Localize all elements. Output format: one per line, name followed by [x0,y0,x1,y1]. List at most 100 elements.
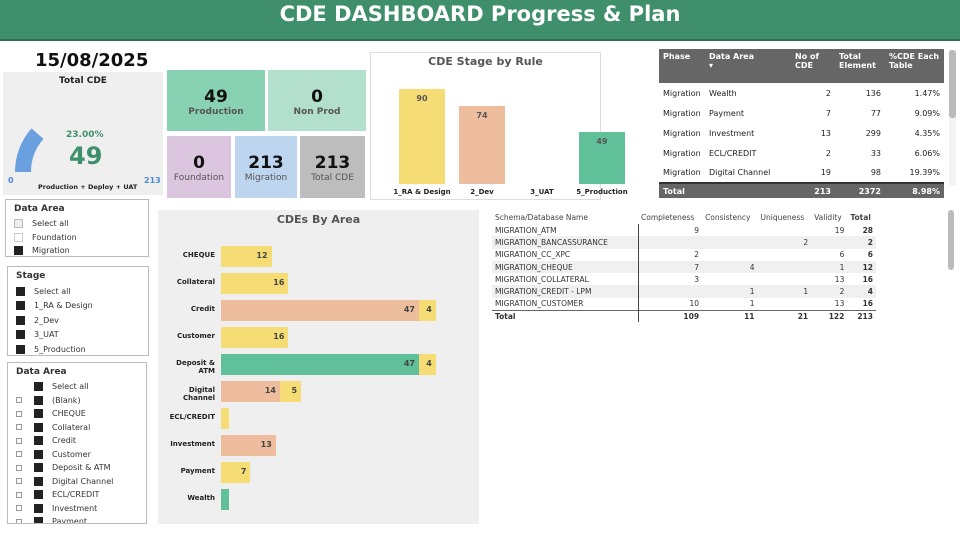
checkbox[interactable] [16,315,25,325]
area-bar-segment[interactable]: 5 [279,381,302,402]
slicer-item[interactable]: CHEQUE [16,407,138,421]
checkbox[interactable] [34,449,43,459]
slicer-item[interactable]: Select all [14,217,140,231]
slicer-item[interactable]: Digital Channel [16,475,138,489]
col-header[interactable]: Validity [814,212,842,222]
expand-icon[interactable] [16,451,22,458]
gauge-value: 49 [69,142,103,170]
slicer-item[interactable]: ECL/CREDIT [16,488,138,502]
col-header[interactable]: Phase [659,49,705,83]
table-cell: 1 [839,262,845,272]
expand-icon[interactable] [16,491,22,498]
table-row[interactable]: MIGRATION_BANCASSURANCE 2 2 [492,236,876,249]
table-row[interactable]: Migration Payment 7 77 9.09% [659,103,944,123]
slicer-item[interactable]: Select all [16,380,138,394]
checkbox[interactable] [34,517,43,523]
area-bar-segment[interactable]: 4 [419,300,436,321]
checkbox[interactable] [34,409,43,419]
slicer-item[interactable]: Investment [16,502,138,516]
checkbox[interactable] [34,382,43,392]
checkbox[interactable] [34,463,43,473]
slicer-item-label: ECL/CREDIT [52,490,100,500]
table-row[interactable]: MIGRATION_CREDIT - LPM 1 1 2 4 [492,285,876,298]
table-row[interactable]: Migration Digital Channel 19 98 19.39% [659,163,944,183]
table-row[interactable]: MIGRATION_CC_XPC 2 6 6 [492,248,876,261]
area-bar-segment[interactable] [221,489,230,510]
table-row[interactable]: MIGRATION_CUSTOMER 10 1 13 16 [492,297,876,311]
slicer-item[interactable]: 2_Dev [16,313,140,328]
rule-table-scrollbar[interactable] [948,210,954,270]
checkbox[interactable] [14,232,23,242]
slicer-item[interactable]: Payment [16,515,138,523]
slicer-item-label: 1_RA & Design [34,301,93,311]
slicer-item[interactable]: (Blank) [16,394,138,408]
table-row[interactable]: Migration ECL/CREDIT 2 33 6.06% [659,143,944,163]
slicer-item[interactable]: Migration [14,244,140,258]
checkbox[interactable] [16,301,25,311]
slicer-item-label: Customer [52,449,91,459]
area-bar-segment[interactable]: 12 [221,246,272,267]
checkbox[interactable] [16,344,25,354]
col-header[interactable]: Uniqueness [760,212,805,222]
expand-icon[interactable] [16,437,22,444]
checkbox[interactable] [34,395,43,405]
checkbox[interactable] [34,422,43,432]
table-cell: 13 [834,299,845,309]
table-row[interactable]: MIGRATION_CHEQUE 7 4 1 12 [492,260,876,274]
expand-icon[interactable] [16,410,22,417]
col-header[interactable]: Total [850,212,871,222]
col-header[interactable]: %CDE Each Table [885,49,944,83]
expand-icon[interactable] [16,518,22,523]
table-row[interactable]: Migration Wealth 2 136 1.47% [659,83,944,103]
slicer-item[interactable]: Deposit & ATM [16,461,138,475]
scroll-thumb[interactable] [949,50,956,118]
table-row[interactable]: MIGRATION_COLLATERAL 3 13 16 [492,273,876,286]
checkbox[interactable] [34,476,43,486]
area-bar-segment[interactable]: 7 [221,462,251,483]
slicer-item[interactable]: Select all [16,284,140,299]
slicer-item[interactable]: Credit [16,434,138,448]
expand-icon[interactable] [16,478,22,485]
checkbox[interactable] [34,436,43,446]
col-header[interactable]: Consistency [705,212,751,222]
phase-table-scrollbar[interactable] [949,50,956,185]
stage-bar[interactable]: 90 [399,89,445,184]
checkbox[interactable] [14,246,23,256]
stage-bar[interactable]: 49 [579,132,625,184]
checkbox[interactable] [34,503,43,513]
area-bar-segment[interactable]: 47 [221,354,419,375]
slicer-item[interactable]: 5_Production [16,342,140,357]
total-cell: 11 [702,309,758,323]
table-cell: 16 [862,299,873,309]
gauge-arc [15,128,44,172]
table-row[interactable]: Migration Investment 13 299 4.35% [659,123,944,143]
checkbox[interactable] [34,490,43,500]
checkbox[interactable] [16,330,25,340]
slicer-item[interactable]: Collateral [16,421,138,435]
area-bar-segment[interactable] [221,408,230,429]
total-cell: 213 [847,309,876,323]
expand-icon[interactable] [16,464,22,471]
col-header[interactable]: Data Area ▾ [705,49,791,83]
area-bar-segment[interactable]: 14 [221,381,280,402]
expand-icon[interactable] [16,505,22,512]
col-header[interactable]: Schema/Database Name [495,212,588,222]
slicer-item[interactable]: Customer [16,448,138,462]
slicer-item[interactable]: Foundation [14,231,140,245]
table-row[interactable]: MIGRATION_ATM 9 19 28 [492,224,876,237]
expand-icon[interactable] [16,424,22,431]
col-header[interactable]: No of CDE [791,49,835,83]
stage-bar[interactable]: 74 [459,105,505,184]
area-bar-segment[interactable]: 47 [221,300,419,321]
area-bar-segment[interactable]: 16 [221,327,289,348]
checkbox[interactable] [14,219,23,229]
area-bar-segment[interactable]: 4 [419,354,436,375]
col-header[interactable]: Completeness [641,212,695,222]
expand-icon[interactable] [16,397,22,404]
slicer-item[interactable]: 3_UAT [16,328,140,343]
area-bar-segment[interactable]: 16 [221,273,289,294]
checkbox[interactable] [16,286,25,296]
slicer-item[interactable]: 1_RA & Design [16,299,140,314]
area-bar-segment[interactable]: 13 [221,435,276,456]
col-header[interactable]: Total Element [835,49,885,83]
